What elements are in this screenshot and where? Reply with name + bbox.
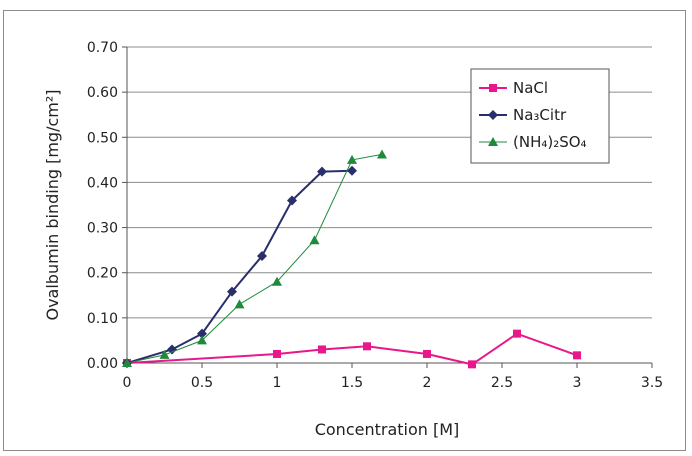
point-na3citr-marker bbox=[227, 286, 237, 297]
legend-label: Na₃Citr bbox=[513, 106, 567, 124]
point-nh4-2so4-marker bbox=[347, 154, 357, 164]
y-tick-label: 0.40 bbox=[87, 175, 118, 191]
legend-item-nh4-2so4: (NH₄)₂SO₄ bbox=[479, 133, 587, 151]
point-nacl-marker bbox=[468, 360, 476, 369]
x-tick-label: 3 bbox=[573, 375, 582, 391]
y-tick-label: 0.50 bbox=[87, 130, 118, 146]
point-nh4-2so4-marker bbox=[309, 235, 320, 245]
series-line-na3citr bbox=[126, 169, 353, 364]
legend-item-nacl: NaCl bbox=[479, 79, 548, 97]
series-nh4-2so4 bbox=[122, 149, 387, 367]
y-tick-label: 0.00 bbox=[87, 356, 118, 372]
series-group bbox=[122, 149, 581, 369]
x-tick-label: 0 bbox=[123, 375, 132, 391]
point-na3citr-marker bbox=[317, 166, 327, 177]
y-tick-label: 0.60 bbox=[87, 85, 118, 101]
point-na3citr-marker bbox=[347, 165, 357, 176]
point-na3citr-marker bbox=[287, 195, 297, 206]
point-nh4-2so4-marker bbox=[377, 149, 387, 159]
series-line-nacl bbox=[126, 332, 578, 366]
y-tick-label: 0.20 bbox=[87, 266, 118, 282]
legend-item-na3citr: Na₃Citr bbox=[479, 106, 567, 124]
legend-label: NaCl bbox=[513, 79, 548, 97]
legend: NaCl Na₃Citr (NH₄)₂SO₄ bbox=[470, 68, 610, 164]
y-tick-label: 0.30 bbox=[87, 221, 118, 237]
x-tick-label: 2 bbox=[423, 375, 432, 391]
series-line-nh4-2so4 bbox=[126, 153, 383, 364]
point-nh4-2so4-marker bbox=[234, 299, 245, 309]
y-axis-title: Ovalbumin binding [mg/cm²] bbox=[43, 89, 62, 320]
x-tick-label: 2.5 bbox=[491, 375, 513, 391]
legend-na3citr-marker bbox=[488, 110, 498, 120]
y-tick-labels: 0.00 0.10 0.20 0.30 0.40 0.50 0.60 0.70 bbox=[87, 40, 118, 372]
point-nacl-marker bbox=[423, 349, 431, 358]
point-na3citr-marker bbox=[257, 251, 267, 262]
point-nacl-marker bbox=[273, 349, 281, 358]
x-tick-label: 1 bbox=[273, 375, 282, 391]
legend-nh4-2so4-marker bbox=[488, 137, 498, 146]
x-tick-label: 1.5 bbox=[341, 375, 363, 391]
point-nh4-2so4-marker bbox=[122, 358, 132, 367]
axes bbox=[122, 46, 653, 368]
point-nacl-marker bbox=[318, 345, 326, 354]
point-na3citr-marker bbox=[197, 328, 207, 339]
point-na3citr-marker bbox=[167, 344, 177, 355]
point-nacl-marker bbox=[363, 342, 371, 351]
point-nh4-2so4-marker bbox=[197, 335, 207, 345]
point-nh4-2so4-marker bbox=[272, 276, 282, 286]
point-nh4-2so4-marker bbox=[159, 349, 170, 359]
x-tick-labels: 0 0.5 1 1.5 2 2.5 3 3.5 bbox=[123, 375, 664, 391]
point-nacl-marker bbox=[513, 329, 521, 338]
legend-nacl-marker bbox=[489, 84, 497, 92]
point-nacl-marker bbox=[573, 351, 581, 360]
x-axis-title: Concentration [M] bbox=[315, 420, 460, 439]
y-tick-label: 0.70 bbox=[87, 40, 118, 56]
legend-label: (NH₄)₂SO₄ bbox=[513, 133, 587, 151]
series-na3citr bbox=[122, 165, 357, 368]
x-tick-label: 3.5 bbox=[641, 375, 663, 391]
x-tick-label: 0.5 bbox=[191, 375, 213, 391]
y-tick-label: 0.10 bbox=[87, 311, 118, 327]
